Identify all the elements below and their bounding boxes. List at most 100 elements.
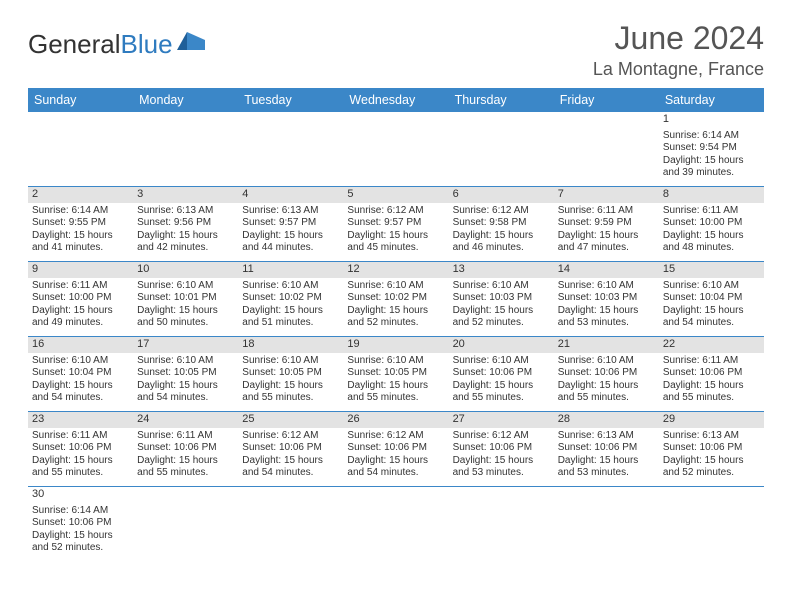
detail-line: Daylight: 15 hours [453,230,550,243]
calendar-cell [133,112,238,187]
logo-part1: General [28,29,121,59]
day-details: Sunrise: 6:10 AMSunset: 10:06 PMDaylight… [558,355,655,405]
detail-line: Sunrise: 6:13 AM [137,205,234,218]
detail-line: Sunrise: 6:13 AM [242,205,339,218]
detail-line: Sunset: 10:02 PM [347,292,444,305]
day-number: 30 [28,487,133,503]
detail-line: Sunrise: 6:11 AM [663,205,760,218]
detail-line: Sunrise: 6:13 AM [663,430,760,443]
detail-line: Sunrise: 6:10 AM [347,355,444,368]
detail-line: Sunrise: 6:12 AM [453,430,550,443]
day-number: 1 [659,112,764,128]
detail-line: and 54 minutes. [242,467,339,480]
detail-line: Sunset: 10:06 PM [242,442,339,455]
calendar-cell: 19Sunrise: 6:10 AMSunset: 10:05 PMDaylig… [343,337,448,412]
detail-line: Daylight: 15 hours [137,455,234,468]
title-block: June 2024 La Montagne, France [593,20,764,80]
calendar-cell: 3Sunrise: 6:13 AMSunset: 9:56 PMDaylight… [133,187,238,262]
day-details: Sunrise: 6:10 AMSunset: 10:05 PMDaylight… [242,355,339,405]
detail-line: Daylight: 15 hours [663,155,760,168]
detail-line: Sunrise: 6:10 AM [663,280,760,293]
calendar-cell: 5 Sunrise: 6:12 AMSunset: 9:57 PMDaylight… [343,187,448,262]
calendar-cell: 20Sunrise: 6:10 AMSunset: 10:06 PMDaylig… [449,337,554,412]
calendar-cell: 22Sunrise: 6:11 AMSunset: 10:06 PMDaylig… [659,337,764,412]
day-header-row: Sunday Monday Tuesday Wednesday Thursday… [28,88,764,112]
day-details: Sunrise: 6:11 AMSunset: 10:00 PMDaylight… [663,205,760,255]
day-number: 8 [659,187,764,203]
detail-line: Daylight: 15 hours [663,305,760,318]
month-title: June 2024 [593,20,764,57]
calendar-cell [659,487,764,562]
detail-line: Sunrise: 6:13 AM [558,430,655,443]
detail-line: Sunset: 9:56 PM [137,217,234,230]
day-number: 17 [133,337,238,353]
detail-line: Sunset: 10:06 PM [32,442,129,455]
calendar-cell: 23Sunrise: 6:11 AMSunset: 10:06 PMDaylig… [28,412,133,487]
detail-line: and 55 minutes. [453,392,550,405]
detail-line: Sunset: 10:05 PM [347,367,444,380]
detail-line: Sunrise: 6:11 AM [32,430,129,443]
day-number: 20 [449,337,554,353]
calendar-page: GeneralBlue June 2024 La Montagne, Franc… [0,0,792,581]
dayhead-thu: Thursday [449,88,554,112]
detail-line: and 47 minutes. [558,242,655,255]
detail-line: Sunrise: 6:14 AM [32,205,129,218]
detail-line: and 55 minutes. [242,392,339,405]
detail-line: Sunrise: 6:10 AM [242,355,339,368]
calendar-cell: 17Sunrise: 6:10 AMSunset: 10:05 PMDaylig… [133,337,238,412]
detail-line: Daylight: 15 hours [558,305,655,318]
day-details: Sunrise: 6:14 AMSunset: 9:54 PMDaylight:… [663,130,760,180]
detail-line: Sunset: 10:01 PM [137,292,234,305]
logo-part2: Blue [121,29,173,59]
day-number: 4 [238,187,343,203]
detail-line: Daylight: 15 hours [558,455,655,468]
day-details: Sunrise: 6:13 AMSunset: 9:57 PMDaylight:… [242,205,339,255]
day-details: Sunrise: 6:12 AMSunset: 10:06 PMDaylight… [347,430,444,480]
detail-line: Daylight: 15 hours [242,230,339,243]
detail-line: and 45 minutes. [347,242,444,255]
day-number: 18 [238,337,343,353]
dayhead-wed: Wednesday [343,88,448,112]
calendar-cell: 7Sunrise: 6:11 AMSunset: 9:59 PMDaylight… [554,187,659,262]
detail-line: and 42 minutes. [137,242,234,255]
detail-line: Daylight: 15 hours [242,380,339,393]
detail-line: and 52 minutes. [347,317,444,330]
detail-line: Sunrise: 6:12 AM [347,205,444,218]
day-details: Sunrise: 6:10 AMSunset: 10:02 PMDaylight… [347,280,444,330]
dayhead-sun: Sunday [28,88,133,112]
detail-line: Sunset: 9:54 PM [663,142,760,155]
logo-mark-icon [177,28,207,55]
detail-line: and 48 minutes. [663,242,760,255]
detail-line: and 53 minutes. [558,467,655,480]
detail-line: and 55 minutes. [347,392,444,405]
day-details: Sunrise: 6:12 AMSunset: 9:57 PMDaylight:… [347,205,444,255]
day-number: 23 [28,412,133,428]
day-number: 3 [133,187,238,203]
detail-line: Daylight: 15 hours [663,380,760,393]
day-number: 14 [554,262,659,278]
calendar-cell [554,487,659,562]
day-number: 5 [343,187,448,203]
detail-line: Sunrise: 6:10 AM [453,280,550,293]
detail-line: Sunset: 10:06 PM [453,442,550,455]
day-details: Sunrise: 6:14 AMSunset: 9:55 PMDaylight:… [32,205,129,255]
detail-line: and 49 minutes. [32,317,129,330]
detail-line: and 52 minutes. [453,317,550,330]
detail-line: Daylight: 15 hours [347,230,444,243]
calendar-week: 2Sunrise: 6:14 AMSunset: 9:55 PMDaylight… [28,187,764,262]
detail-line: Daylight: 15 hours [137,305,234,318]
detail-line: Daylight: 15 hours [663,455,760,468]
day-number: 21 [554,337,659,353]
day-number: 9 [28,262,133,278]
header: GeneralBlue June 2024 La Montagne, Franc… [28,20,764,80]
day-details: Sunrise: 6:10 AMSunset: 10:04 PMDaylight… [663,280,760,330]
detail-line: and 41 minutes. [32,242,129,255]
calendar-cell: 30Sunrise: 6:14 AMSunset: 10:06 PMDaylig… [28,487,133,562]
day-details: Sunrise: 6:13 AMSunset: 10:06 PMDaylight… [558,430,655,480]
day-number: 15 [659,262,764,278]
detail-line: Sunrise: 6:10 AM [347,280,444,293]
day-number: 13 [449,262,554,278]
detail-line: Sunset: 10:06 PM [558,442,655,455]
detail-line: Sunset: 10:02 PM [242,292,339,305]
detail-line: Sunset: 10:06 PM [558,367,655,380]
